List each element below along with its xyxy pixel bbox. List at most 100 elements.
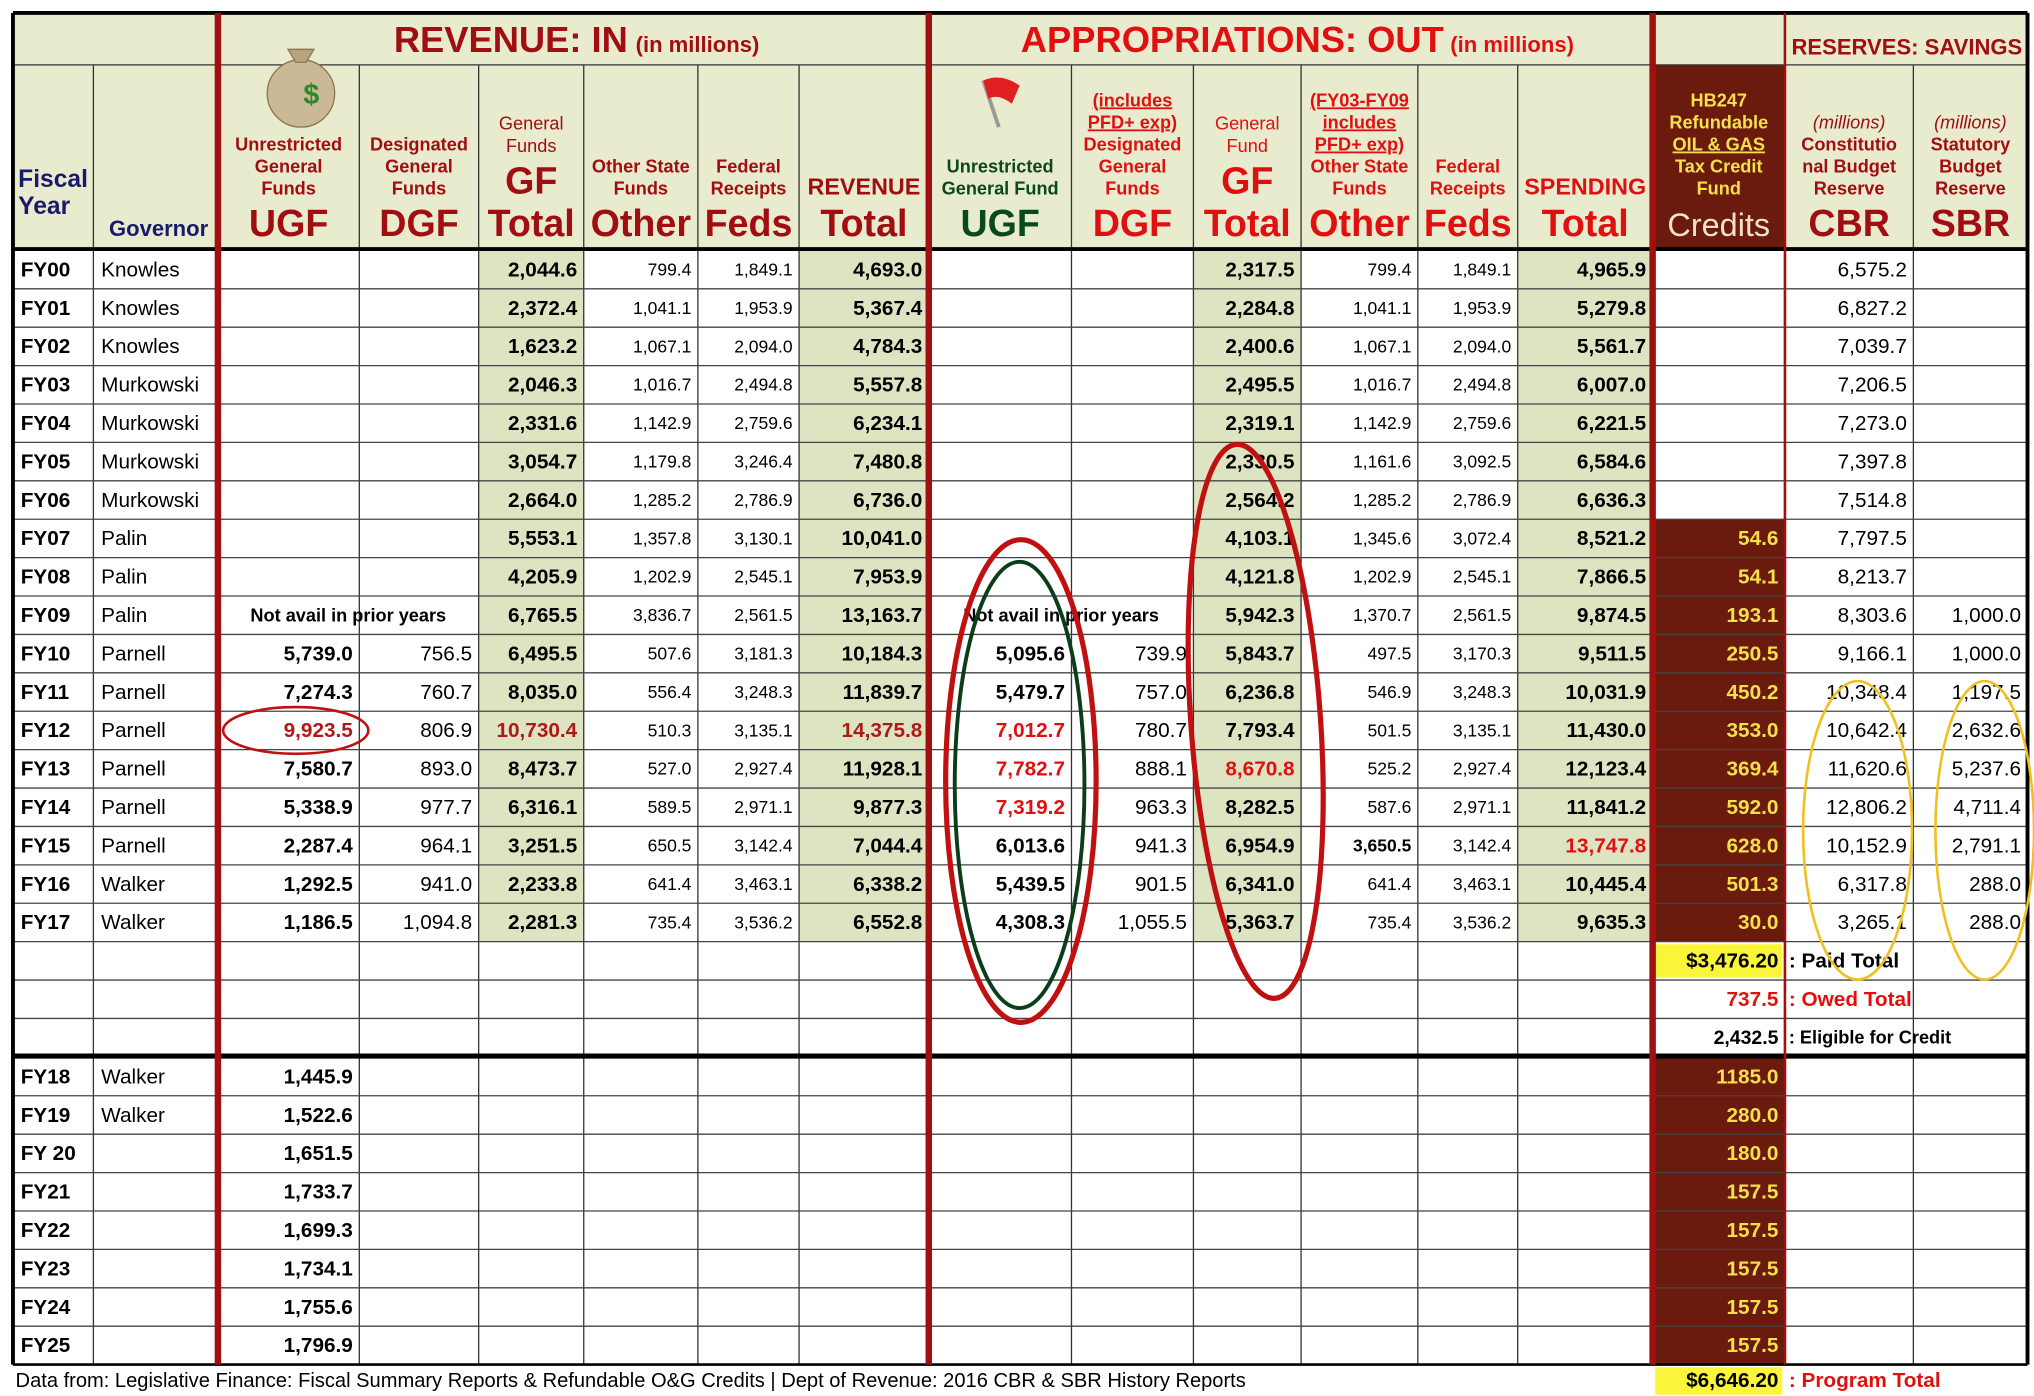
cell-value: 2,561.5 bbox=[734, 605, 792, 625]
cell-value: 1,755.6 bbox=[284, 1296, 353, 1319]
cell-value: Not avail in prior years bbox=[250, 605, 446, 625]
column-header: General bbox=[499, 114, 564, 134]
cell-value: 739.9 bbox=[1135, 642, 1187, 665]
fiscal-year: FY02 bbox=[21, 335, 71, 358]
fiscal-year: FY21 bbox=[21, 1181, 71, 1204]
cell-value: 7,480.8 bbox=[853, 450, 922, 473]
cell-value: 501.3 bbox=[1727, 873, 1779, 896]
column-header: General bbox=[385, 157, 453, 177]
flag-icon bbox=[981, 77, 1020, 128]
cell-value: 641.4 bbox=[648, 874, 692, 894]
cell-value: 8,213.7 bbox=[1838, 566, 1907, 589]
credit-cell-bg bbox=[1652, 903, 1785, 942]
cell-value: 180.0 bbox=[1727, 1142, 1779, 1165]
cell-value: 757.0 bbox=[1135, 681, 1187, 704]
governor: Murkowski bbox=[101, 450, 199, 473]
cell-value: 592.0 bbox=[1727, 796, 1779, 819]
column-header: Other State bbox=[1311, 157, 1409, 177]
cell-value: 2,094.0 bbox=[1453, 336, 1512, 356]
cell-value: 7,206.5 bbox=[1838, 374, 1907, 397]
cell-value: 650.5 bbox=[648, 836, 692, 856]
governor: Murkowski bbox=[101, 489, 199, 512]
cell-value: 2,786.9 bbox=[1453, 490, 1511, 510]
cell-value: 13,747.8 bbox=[1565, 834, 1646, 857]
cell-value: 6,234.1 bbox=[853, 412, 922, 435]
summary-value: 2,432.5 bbox=[1714, 1027, 1779, 1049]
cell-value: 527.0 bbox=[648, 759, 692, 779]
column-abbr: DGF bbox=[379, 202, 458, 244]
cell-value: 6,954.9 bbox=[1225, 834, 1294, 857]
column-header: Funds bbox=[261, 179, 315, 199]
cell-value: 9,874.5 bbox=[1577, 604, 1646, 627]
cell-value: 1,345.6 bbox=[1353, 528, 1411, 548]
credit-cell-bg bbox=[1652, 519, 1785, 558]
cell-value: 4,121.8 bbox=[1225, 566, 1294, 589]
cell-value: 1185.0 bbox=[1716, 1065, 1778, 1088]
cell-value: 510.3 bbox=[648, 720, 692, 740]
column-header: Designated bbox=[1084, 134, 1182, 154]
cell-value: 901.5 bbox=[1135, 873, 1187, 896]
cell-value: 735.4 bbox=[1368, 912, 1412, 932]
governor: Palin bbox=[101, 604, 147, 627]
column-header: Governor bbox=[109, 216, 209, 241]
column-header: Funds bbox=[1332, 179, 1386, 199]
summary-value: 737.5 bbox=[1727, 988, 1779, 1011]
cell-value: 2,791.1 bbox=[1952, 834, 2021, 857]
fiscal-year: FY07 bbox=[21, 527, 71, 550]
paid-total-bg bbox=[1655, 944, 1783, 978]
cell-value: 2,094.0 bbox=[734, 336, 793, 356]
cell-value: 2,545.1 bbox=[1453, 567, 1511, 587]
cell-value: 11,839.7 bbox=[843, 681, 923, 704]
cell-value: 3,181.3 bbox=[734, 644, 792, 664]
credit-cell-bg bbox=[1652, 1172, 1785, 1211]
cell-value: 10,348.4 bbox=[1826, 681, 1907, 704]
column-header: (FY03-FY09 bbox=[1310, 90, 1409, 110]
cell-value: 5,557.8 bbox=[853, 374, 922, 397]
cell-value: 7,953.9 bbox=[853, 566, 922, 589]
cell-value: 497.5 bbox=[1368, 644, 1412, 664]
column-header: Statutory bbox=[1931, 134, 2011, 154]
cell-value: 2,927.4 bbox=[734, 759, 793, 779]
cell-value: 10,184.3 bbox=[842, 642, 923, 665]
cell-value: 6,827.2 bbox=[1838, 297, 1907, 320]
cell-value: 6,013.6 bbox=[996, 834, 1065, 857]
fiscal-year: FY 20 bbox=[21, 1142, 76, 1165]
column-header: General bbox=[255, 157, 323, 177]
cell-value: 3,054.7 bbox=[508, 450, 577, 473]
cell-value: 2,664.0 bbox=[508, 489, 577, 512]
credit-cell-bg bbox=[1652, 788, 1785, 827]
column-header: Unrestricted bbox=[947, 157, 1054, 177]
footer-value: $6,646.20 bbox=[1686, 1369, 1778, 1392]
column-header: Budget bbox=[1939, 157, 2002, 177]
svg-text:$: $ bbox=[303, 79, 319, 111]
texts: REVENUE: IN (in millions) APPROPRIATIONS: … bbox=[16, 19, 2023, 1392]
fiscal-year: FY01 bbox=[21, 297, 71, 320]
cell-value: 1,094.8 bbox=[403, 911, 472, 934]
column-header: PFD+ exp) bbox=[1088, 112, 1177, 132]
credit-cell-bg bbox=[1652, 1095, 1785, 1135]
cell-value: 1,067.1 bbox=[633, 336, 691, 356]
cell-value: 3,135.1 bbox=[734, 720, 792, 740]
cell-value: 1,623.2 bbox=[508, 335, 577, 358]
column-header: SPENDING bbox=[1524, 174, 1646, 200]
cell-value: 507.6 bbox=[648, 644, 692, 664]
footer-label: : Program Total bbox=[1789, 1369, 1941, 1392]
credit-cell-bg bbox=[1652, 711, 1785, 750]
cell-value: 1,292.5 bbox=[284, 873, 353, 896]
cell-value: 9,877.3 bbox=[853, 796, 922, 819]
cell-value: 2,331.6 bbox=[508, 412, 577, 435]
cell-value: 288.0 bbox=[1969, 873, 2021, 896]
cell-value: 2,545.1 bbox=[734, 567, 792, 587]
cell-value: 280.0 bbox=[1727, 1104, 1779, 1127]
column-header: Federal bbox=[1435, 157, 1500, 177]
cell-value: 1,370.7 bbox=[1353, 605, 1411, 625]
credit-cell-bg bbox=[1652, 557, 1785, 597]
cell-value: 941.3 bbox=[1135, 834, 1187, 857]
column-abbr: Credits bbox=[1667, 207, 1770, 243]
fiscal-year: FY23 bbox=[21, 1257, 71, 1280]
cell-value: 1,522.6 bbox=[284, 1104, 353, 1127]
cell-value: 799.4 bbox=[648, 260, 692, 280]
cell-value: 30.0 bbox=[1738, 911, 1778, 934]
governor: Parnell bbox=[101, 758, 166, 781]
fiscal-year: FY14 bbox=[21, 796, 71, 819]
